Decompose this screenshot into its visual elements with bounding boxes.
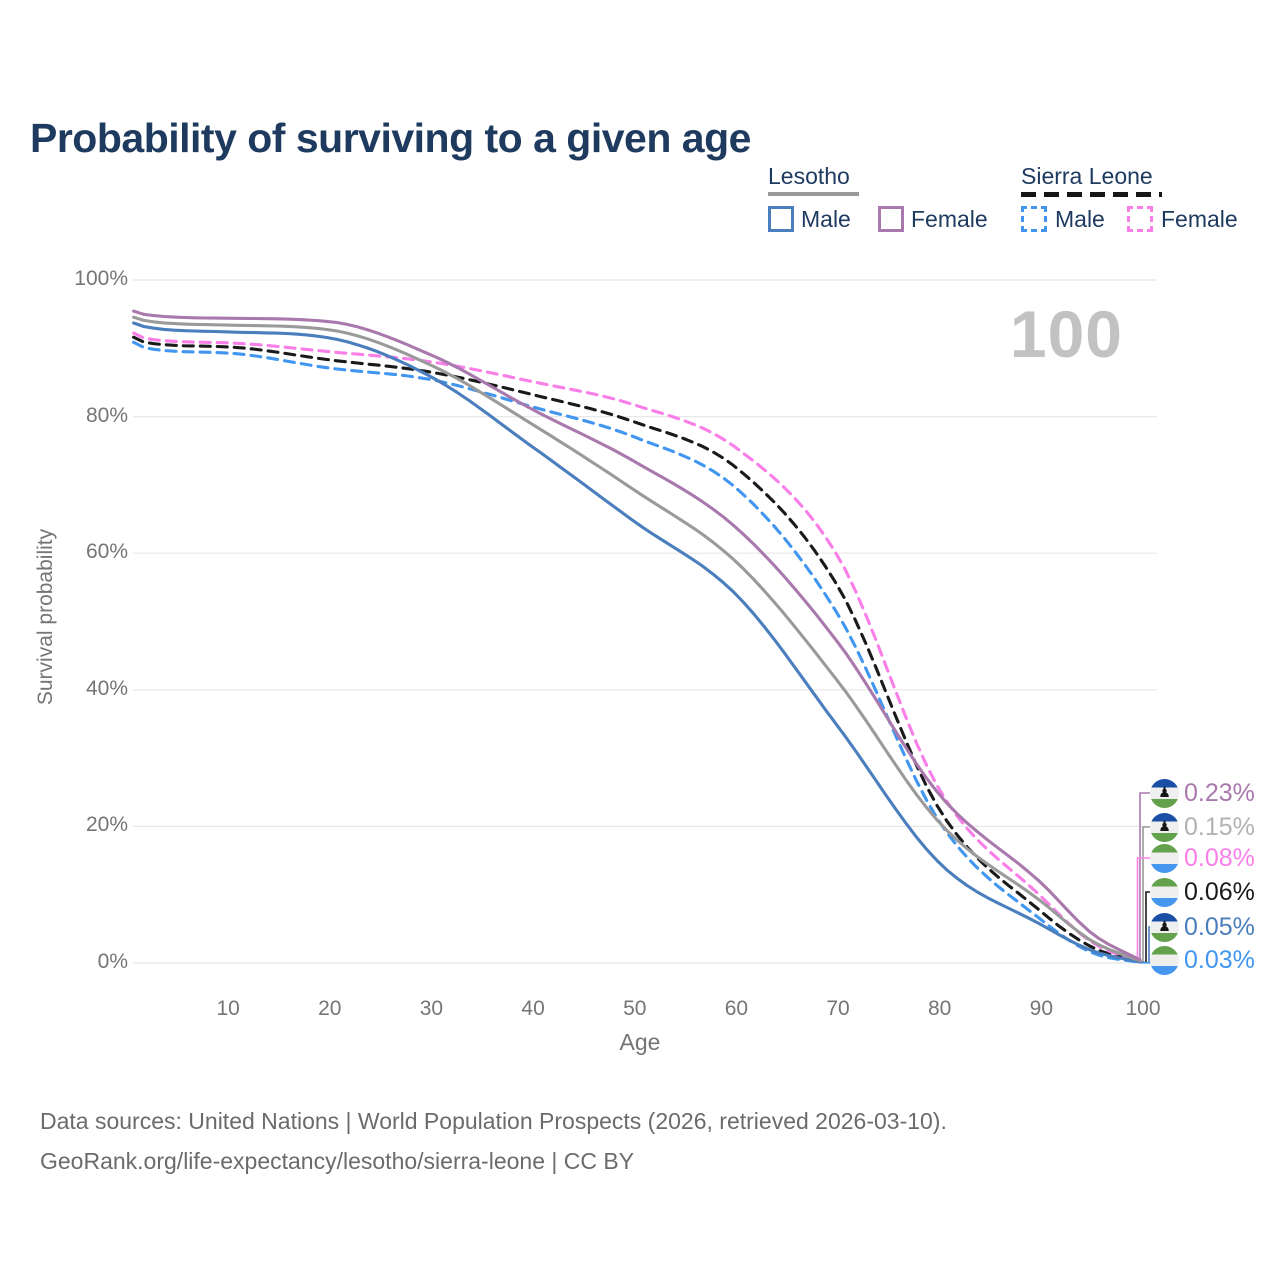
sierra-leone-flag-icon [1150, 945, 1179, 975]
curve-lesotho-male[interactable] [132, 321, 1142, 964]
legend-group-sierra-leone-title[interactable]: Sierra Leone [1021, 163, 1153, 189]
lesotho-flag-icon: ♟︎ [1150, 912, 1179, 942]
legend-group-lesotho-title[interactable]: Lesotho [768, 163, 850, 189]
curve-lesotho-female[interactable] [132, 309, 1142, 962]
end-label-sierra-leone-total[interactable]: 0.06% [1150, 877, 1255, 907]
end-value-sierra-leone-female: 0.08% [1184, 843, 1255, 872]
legend-swatch-sierra-leone-male[interactable] [1021, 206, 1047, 232]
end-value-sierra-leone-male: 0.03% [1184, 945, 1255, 974]
legend-swatch-lesotho-female[interactable] [878, 206, 904, 232]
x-tick-50: 50 [623, 997, 647, 1020]
page-title: Probability of surviving to a given age [30, 115, 751, 162]
legend-sierra-leone-dashed-swatch [1021, 192, 1162, 197]
curve-lesotho-total[interactable] [132, 315, 1142, 963]
legend-lesotho-line-swatch [768, 192, 859, 196]
legend-label-sierra-leone-male[interactable]: Male [1055, 206, 1105, 232]
end-value-sierra-leone-total: 0.06% [1184, 877, 1255, 906]
x-tick-20: 20 [318, 997, 342, 1020]
curve-sierra-leone-male[interactable] [132, 340, 1142, 964]
age-counter: 100 [1009, 297, 1123, 371]
legend-label-sierra-leone-female[interactable]: Female [1161, 206, 1238, 232]
attribution-note: GeoRank.org/life-expectancy/lesotho/sier… [40, 1148, 635, 1174]
legend-label-lesotho-male[interactable]: Male [801, 206, 851, 232]
x-tick-100: 100 [1125, 997, 1161, 1020]
end-label-lesotho-female[interactable]: ♟︎ 0.23% [1150, 778, 1255, 808]
end-value-lesotho-female: 0.23% [1184, 778, 1255, 807]
mokorotlo-hat-glyph: ♟︎ [1158, 784, 1171, 800]
x-tick-40: 40 [521, 997, 545, 1020]
sierra-leone-flag-icon [1150, 843, 1179, 873]
curve-sierra-leone-total[interactable] [132, 335, 1142, 964]
y-tick-20: 20% [85, 813, 128, 837]
lesotho-flag-icon: ♟︎ [1150, 778, 1179, 808]
data-sources-note: Data sources: United Nations | World Pop… [40, 1108, 947, 1134]
end-label-lesotho-total[interactable]: ♟︎ 0.15% [1150, 812, 1255, 842]
sierra-leone-flag-icon [1150, 877, 1179, 907]
end-label-lesotho-male[interactable]: ♟︎ 0.05% [1150, 912, 1255, 942]
end-label-sierra-leone-male[interactable]: 0.03% [1150, 945, 1255, 975]
lesotho-flag-icon: ♟︎ [1150, 812, 1179, 842]
x-tick-90: 90 [1029, 997, 1054, 1020]
curve-sierra-leone-female[interactable] [132, 331, 1142, 963]
mokorotlo-hat-glyph: ♟︎ [1158, 818, 1171, 834]
x-tick-60: 60 [724, 997, 749, 1020]
y-tick-100: 100% [74, 267, 128, 290]
legend-swatch-lesotho-male[interactable] [768, 206, 794, 232]
x-tick-80: 80 [928, 997, 952, 1020]
mokorotlo-hat-glyph: ♟︎ [1158, 918, 1171, 934]
legend-swatch-sierra-leone-female[interactable] [1127, 206, 1153, 232]
end-value-lesotho-total: 0.15% [1184, 812, 1255, 841]
x-tick-70: 70 [826, 997, 850, 1020]
y-tick-60: 60% [85, 540, 128, 564]
y-tick-80: 80% [85, 403, 128, 427]
x-tick-10: 10 [216, 997, 240, 1020]
legend-label-lesotho-female[interactable]: Female [911, 206, 988, 232]
y-tick-40: 40% [85, 676, 128, 700]
y-tick-0: 0% [97, 950, 128, 973]
x-axis-title: Age [619, 1029, 661, 1055]
x-tick-30: 30 [419, 997, 444, 1020]
end-value-lesotho-male: 0.05% [1184, 912, 1255, 941]
end-label-sierra-leone-female[interactable]: 0.08% [1150, 843, 1255, 873]
